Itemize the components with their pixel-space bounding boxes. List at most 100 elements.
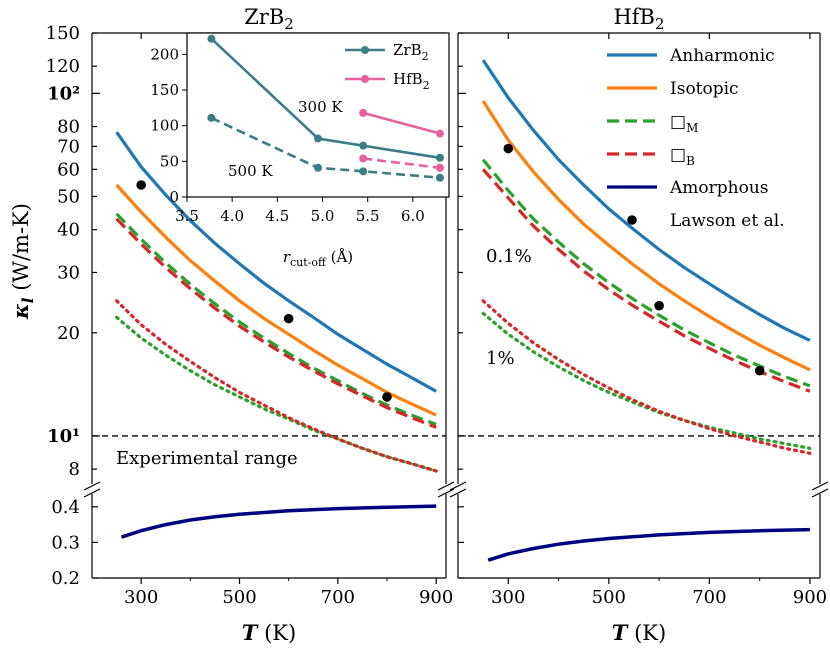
inset-x-tick-label: 4.5	[265, 207, 289, 225]
y-tick-label: 60	[57, 159, 80, 180]
y-tick-label: 30	[57, 262, 80, 283]
y-tick-label: 20	[57, 323, 80, 344]
inset-point	[314, 163, 322, 172]
legend-label: Anharmonic	[669, 46, 775, 66]
y-tick-label-lower: 0.2	[51, 568, 80, 589]
inset-x-tick-label: 5.5	[356, 207, 380, 225]
y-axis-label: κl (W/m-K)	[8, 203, 37, 320]
inset-y-tick-label: 50	[160, 152, 179, 170]
axis-break-mark	[83, 488, 101, 498]
axis-break-mark	[437, 481, 455, 491]
inset-series-hfb2-500k	[363, 157, 441, 170]
legend-label: □B	[670, 145, 695, 168]
series--b-1--line	[481, 299, 812, 455]
x-axis-label: T (K)	[612, 620, 666, 645]
y-tick-label: 120	[46, 56, 80, 77]
legend-label: Amorphous	[669, 178, 769, 198]
inset-x-tick-label: 6.0	[401, 207, 425, 225]
legend-marker-lawson	[627, 215, 637, 225]
x-tick-label: 900	[793, 587, 827, 608]
series-amorphous-line	[120, 504, 437, 539]
inset-point	[207, 113, 216, 122]
inset-label-500k: 500 K	[228, 162, 273, 180]
series--b-line	[115, 217, 437, 429]
inset-label-300k: 300 K	[298, 98, 343, 116]
x-tick-label: 300	[124, 587, 158, 608]
inset-y-tick-label: 150	[150, 81, 179, 99]
legend-label: Isotopic	[670, 79, 739, 99]
inset-point	[435, 153, 444, 162]
lawson-point	[754, 365, 765, 376]
annotation-0.1pct: 0.1%	[486, 246, 532, 267]
x-tick-label: 700	[692, 587, 726, 608]
inset-point	[435, 173, 444, 182]
panel-title: HfB2	[613, 5, 664, 33]
inset-y-tick-label: 100	[150, 117, 179, 135]
series-isotopic-line	[115, 183, 437, 417]
lawson-point	[503, 143, 514, 154]
inset-point	[435, 163, 444, 172]
series--b-line	[481, 168, 811, 393]
inset-point	[207, 34, 216, 43]
inset-point	[314, 134, 322, 143]
y-tick-label: 10¹	[47, 426, 80, 447]
inset-point	[359, 108, 368, 117]
axis-break-mark	[811, 481, 829, 491]
inset-x-tick-label: 3.5	[175, 207, 199, 225]
inset-legend-label: HfB2	[393, 70, 430, 92]
series-anharmonic-line	[481, 59, 811, 342]
inset-point	[435, 129, 444, 138]
series--b-1--line	[115, 299, 438, 473]
legend: Anharmonic Isotopic □M □B Amorphous Lawson et…	[607, 46, 785, 231]
x-tick-label: 500	[222, 587, 256, 608]
y-tick-label: 10²	[47, 83, 80, 104]
inset-plot: 3.5 4.0 4.5 5.0 5.5 6.0 0 50 100 150 200 ZrB2 HfB2 30…	[150, 32, 450, 269]
lawson-point	[382, 392, 392, 402]
inset-series-hfb2-300k	[362, 111, 441, 135]
inset-legend-marker	[361, 46, 369, 54]
axis-break-mark	[437, 488, 455, 498]
x-tick-label: 300	[491, 587, 525, 608]
inset-y-tick-label: 0	[169, 188, 179, 206]
zrb2-panel: 300 500 700 90015012010²8070605040302010¹80…	[46, 5, 455, 608]
inset-x-tick-label: 5.0	[311, 207, 335, 225]
y-tick-label-lower: 0.3	[51, 532, 80, 553]
series-anharmonic-line	[115, 131, 437, 393]
hfb2-panel: 300 500 700 900 HfB2 0.1% 1%	[449, 5, 829, 608]
y-tick-label: 8	[69, 459, 80, 480]
series--m-line	[481, 158, 811, 388]
series--m-1--line	[481, 311, 812, 450]
inset-point	[359, 141, 368, 150]
inset-legend-marker	[361, 75, 369, 83]
x-tick-label: 500	[592, 587, 626, 608]
axis-break-mark	[83, 481, 101, 491]
lawson-point	[136, 180, 146, 190]
axis-break-mark	[811, 488, 829, 498]
legend-label: □M	[670, 112, 698, 135]
lawson-point	[654, 300, 664, 311]
inset-x-axis-label: rcut-off (Å)	[283, 248, 353, 269]
inset-y-tick-label: 200	[150, 45, 179, 63]
x-tick-label: 700	[321, 587, 355, 608]
inset-point	[359, 167, 368, 176]
inset-x-tick-label: 4.0	[220, 207, 244, 225]
experimental-range-label: Experimental range	[116, 448, 298, 469]
x-axis-label: T (K)	[242, 620, 296, 645]
series--m-line	[115, 212, 437, 426]
panel-title: ZrB2	[244, 5, 294, 33]
legend-label: Lawson et al.	[670, 211, 785, 231]
series-isotopic-line	[481, 100, 811, 372]
y-tick-label: 80	[57, 117, 80, 138]
inset-series-zrb2-500k	[210, 116, 441, 179]
series-amorphous-line	[487, 527, 810, 562]
axis-labels: T (K) T (K) κl (W/m-K)	[8, 203, 666, 645]
y-tick-label: 150	[46, 23, 80, 44]
inset-legend-label: ZrB2	[393, 41, 429, 63]
annotation-1pct: 1%	[486, 348, 515, 369]
y-tick-label: 70	[57, 136, 80, 157]
axis-break-mark	[449, 481, 467, 491]
lawson-point	[283, 313, 294, 324]
y-tick-label-lower: 0.4	[51, 497, 80, 518]
inset-point	[359, 154, 368, 163]
